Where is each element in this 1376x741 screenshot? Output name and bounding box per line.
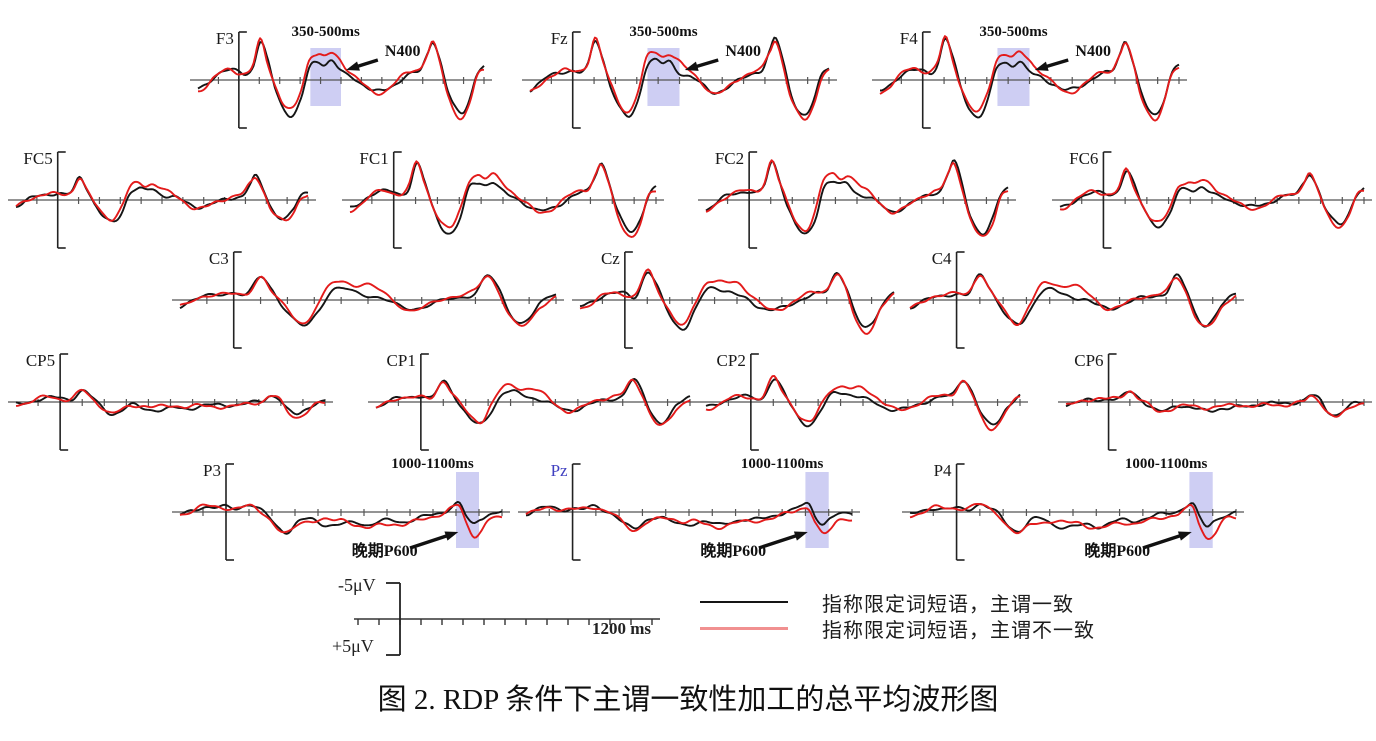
component-annotation-p600: 晚期P600 <box>700 541 766 560</box>
channel-label: FC5 <box>23 149 52 168</box>
arrow-icon <box>1034 61 1049 71</box>
legend-label-incongruent: 指称限定词短语，主谓不一致 <box>822 619 1095 642</box>
annotation-arrow-line <box>692 58 719 70</box>
arrow-icon <box>444 531 459 541</box>
waveform-red-Pz <box>525 506 853 535</box>
channel-label: Fz <box>551 29 568 48</box>
waveform-red-CP5 <box>15 388 326 419</box>
waveform-red-CP2 <box>705 374 1021 432</box>
band-label: 350-500ms <box>292 24 360 40</box>
channel-label: P3 <box>203 461 221 480</box>
erp-plot-F4: 350-500ms F4 N400 <box>872 24 1187 129</box>
waveform-black-CP1 <box>375 377 691 425</box>
scale-axis <box>354 582 660 656</box>
scale-negative-label: -5μV <box>338 575 376 595</box>
scale-positive-label: +5μV <box>332 636 374 656</box>
erp-plot-C4: C4 <box>902 249 1244 349</box>
waveform-red-F3 <box>198 37 484 121</box>
waveform-red-C4 <box>909 274 1237 327</box>
erp-plot-Fz: 350-500ms Fz N400 <box>522 24 837 129</box>
scale-time-label: 1200 ms <box>592 619 652 638</box>
channel-label: FC2 <box>715 149 744 168</box>
erp-plot-P4: 1000-1100ms P4 晚期P600 <box>902 456 1244 561</box>
channel-label: P4 <box>934 461 952 480</box>
channel-label: CP2 <box>717 351 746 370</box>
erp-plot-F3: 350-500ms F3 N400 <box>190 24 492 129</box>
arrow-icon <box>684 61 699 71</box>
annotation-arrow-line <box>354 58 379 69</box>
channel-label: F3 <box>216 29 234 48</box>
waveform-red-FC1 <box>349 160 657 238</box>
highlight-band <box>997 48 1030 106</box>
waveform-black-Fz <box>529 36 830 118</box>
channel-label: CP1 <box>387 351 416 370</box>
arrow-icon <box>346 61 360 71</box>
waveform-red-P4 <box>909 502 1237 541</box>
band-label: 1000-1100ms <box>1125 456 1208 472</box>
waveform-red-CP6 <box>1065 390 1365 418</box>
waveform-red-P3 <box>179 503 503 539</box>
component-annotation-n400: N400 <box>725 43 761 60</box>
highlight-band <box>456 472 479 548</box>
component-annotation-n400: N400 <box>1075 43 1111 60</box>
erp-plot-FC5: FC5 <box>8 149 316 249</box>
erp-plot-Pz: 1000-1100ms Pz 晚期P600 <box>518 456 860 561</box>
legend-row-congruent: 指称限定词短语，主谓一致 <box>700 589 1220 616</box>
legend-label-congruent: 指称限定词短语，主谓一致 <box>822 593 1074 616</box>
channel-label: FC6 <box>1069 149 1098 168</box>
channel-label: CP6 <box>1074 351 1103 370</box>
trace-legend: 指称限定词短语，主谓一致 指称限定词短语，主谓不一致 <box>700 589 1220 642</box>
channel-label: C4 <box>932 249 952 268</box>
waveform-red-FC6 <box>1059 167 1365 229</box>
erp-plot-P3: 1000-1100ms P3 晚期P600 <box>172 456 510 561</box>
waveform-red-Cz <box>579 268 895 335</box>
black-line-swatch <box>700 601 788 603</box>
erp-plot-Cz: Cz <box>572 249 902 349</box>
erp-plot-CP2: CP2 <box>698 351 1028 451</box>
waveform-red-FC5 <box>15 176 309 222</box>
band-label: 350-500ms <box>629 24 697 40</box>
highlight-band <box>1189 472 1213 548</box>
band-label: 1000-1100ms <box>741 456 824 472</box>
erp-plot-CP5: CP5 <box>8 351 333 451</box>
annotation-arrow-line <box>1042 58 1069 70</box>
component-annotation-p600: 晚期P600 <box>1084 541 1150 560</box>
waveform-black-FC5 <box>15 173 309 223</box>
channel-label: Cz <box>601 249 620 268</box>
erp-plot-FC1: FC1 <box>342 149 664 249</box>
waveform-red-FC2 <box>705 159 1009 237</box>
erp-plot-CP1: CP1 <box>368 351 698 451</box>
arrow-icon <box>793 531 808 541</box>
erp-plot-C3: C3 <box>172 249 564 349</box>
red-line-swatch <box>700 626 788 630</box>
annotation-arrow-line <box>409 533 451 550</box>
erp-plot-FC2: FC2 <box>698 149 1016 249</box>
waveform-red-Fz <box>529 36 830 121</box>
erp-plot-CP6: CP6 <box>1058 351 1372 451</box>
channel-label: FC1 <box>359 149 388 168</box>
figure-caption: 图 2. RDP 条件下主谓一致性加工的总平均波形图 <box>377 684 999 716</box>
channel-label: CP5 <box>26 351 55 370</box>
channel-label: C3 <box>209 249 229 268</box>
waveform-red-CP1 <box>375 378 691 426</box>
channel-label: Pz <box>551 461 568 480</box>
waveform-red-F4 <box>879 35 1180 122</box>
annotation-arrow-line <box>1142 533 1184 550</box>
band-label: 1000-1100ms <box>391 456 474 472</box>
annotation-arrow-line <box>758 533 800 550</box>
erp-plot-FC6: FC6 <box>1052 149 1372 249</box>
highlight-band <box>805 472 829 548</box>
waveform-red-C3 <box>179 275 557 327</box>
channel-label: F4 <box>900 29 918 48</box>
component-annotation-n400: N400 <box>385 43 421 60</box>
arrow-icon <box>1177 531 1192 541</box>
component-annotation-p600: 晚期P600 <box>352 541 418 560</box>
legend-row-incongruent: 指称限定词短语，主谓不一致 <box>700 615 1220 642</box>
waveform-black-Pz <box>525 501 853 530</box>
highlight-band <box>310 48 341 106</box>
waveform-black-CP6 <box>1065 390 1364 417</box>
band-label: 350-500ms <box>979 24 1047 40</box>
